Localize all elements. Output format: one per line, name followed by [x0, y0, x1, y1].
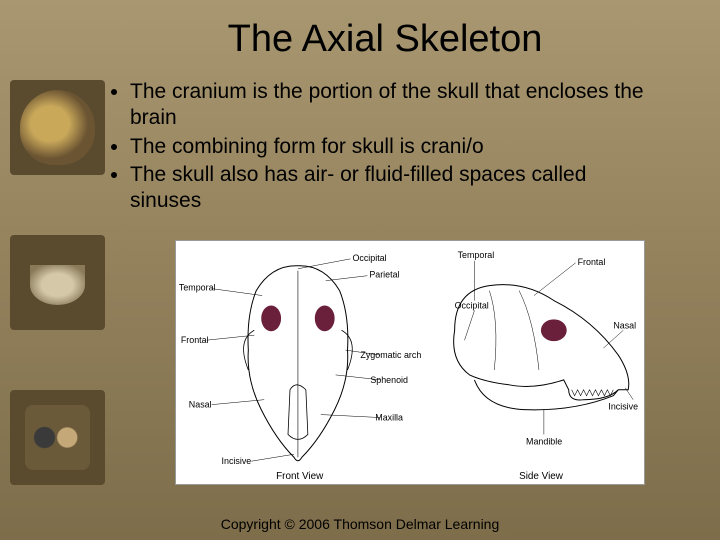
decorative-image-mortar	[10, 235, 105, 330]
diagram-label: Nasal	[613, 320, 636, 330]
side-view-group: Temporal Frontal Occipital Nasal Incisiv…	[454, 250, 638, 482]
diagram-label: Zygomatic arch	[360, 350, 421, 360]
diagram-label: Temporal	[458, 250, 495, 260]
diagram-label: Sphenoid	[370, 375, 408, 385]
diagram-label: Maxilla	[375, 413, 403, 423]
diagram-label: Parietal	[369, 270, 399, 280]
diagram-label: Temporal	[179, 283, 216, 293]
bullet-item: The cranium is the portion of the skull …	[130, 79, 660, 132]
diagram-label: Frontal	[181, 335, 209, 345]
decorative-image-dog	[10, 80, 105, 175]
diagram-label: Frontal	[578, 257, 606, 267]
diagram-label: Occipital	[455, 300, 489, 310]
slide-body: The Axial Skeleton The cranium is the po…	[0, 0, 720, 540]
side-image-strip	[10, 80, 105, 485]
bullet-item: The combining form for skull is crani/o	[130, 134, 660, 160]
diagram-label: Mandible	[526, 436, 562, 446]
slide-title: The Axial Skeleton	[90, 18, 680, 61]
bullet-list: The cranium is the portion of the skull …	[130, 79, 660, 214]
diagram-label: Incisive	[608, 402, 638, 412]
front-view-group: Occipital Temporal Parietal Frontal Nasa…	[179, 253, 421, 482]
diagram-caption-front: Front View	[276, 471, 324, 482]
diagram-label: Nasal	[189, 400, 212, 410]
copyright-text: Copyright © 2006 Thomson Delmar Learning	[0, 516, 720, 532]
diagram-label: Occipital	[352, 253, 386, 263]
skull-diagram: Occipital Temporal Parietal Frontal Nasa…	[175, 240, 645, 485]
bullet-item: The skull also has air- or fluid-filled …	[130, 162, 660, 215]
diagram-caption-side: Side View	[519, 471, 564, 482]
diagram-label: Incisive	[222, 456, 252, 466]
decorative-image-cows	[10, 390, 105, 485]
